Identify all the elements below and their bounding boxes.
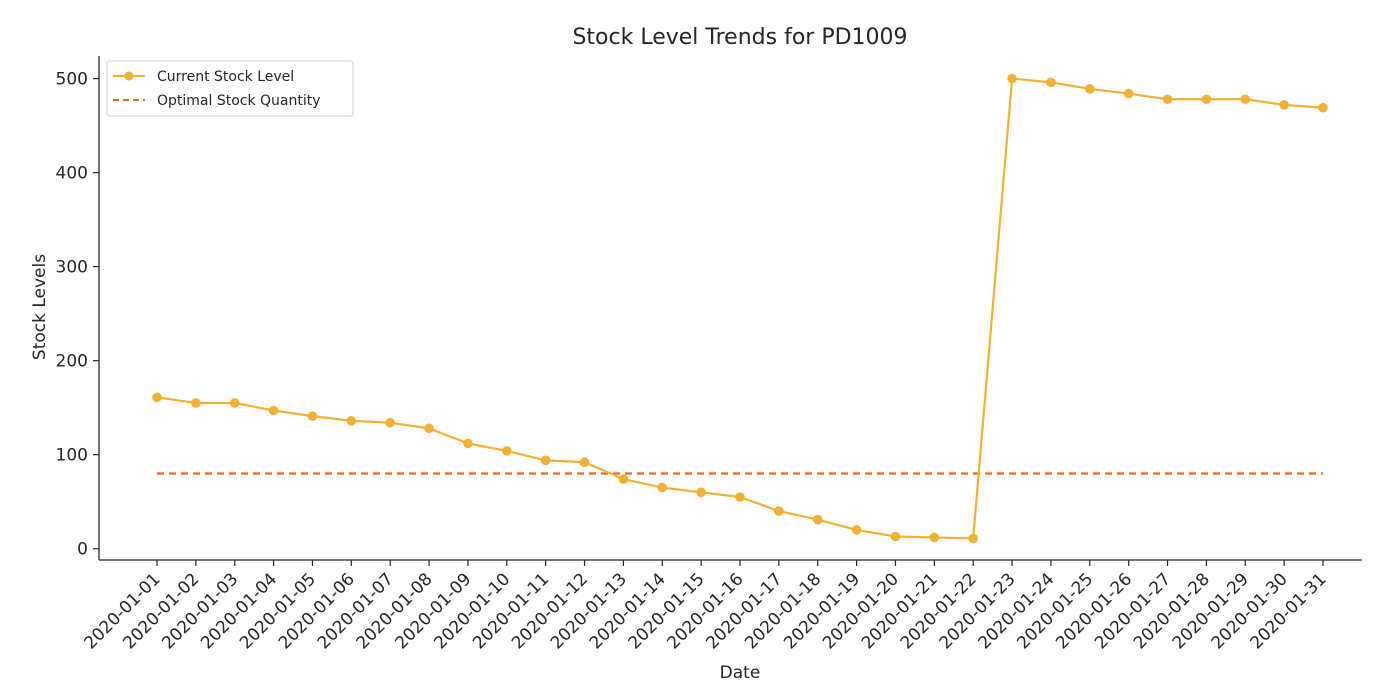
data-point bbox=[1085, 84, 1095, 94]
chart-title: Stock Level Trends for PD1009 bbox=[572, 25, 907, 50]
y-tick-label: 100 bbox=[56, 446, 88, 466]
data-point bbox=[502, 446, 512, 456]
data-point bbox=[618, 474, 629, 484]
data-point bbox=[812, 514, 823, 525]
legend-label-optimal-stock: Optimal Stock Quantity bbox=[157, 93, 321, 109]
data-point bbox=[1201, 94, 1212, 105]
legend: Current Stock Level Optimal Stock Quanti… bbox=[106, 60, 354, 117]
data-point bbox=[579, 457, 590, 468]
data-point bbox=[890, 531, 901, 542]
data-point bbox=[424, 423, 434, 434]
data-point bbox=[463, 438, 473, 449]
x-axis-label: Date bbox=[720, 663, 761, 683]
data-point bbox=[540, 455, 551, 466]
y-tick-label: 400 bbox=[56, 164, 88, 184]
data-point bbox=[1123, 88, 1134, 99]
y-tick-label: 500 bbox=[56, 70, 88, 90]
data-point bbox=[191, 398, 201, 408]
data-point bbox=[851, 525, 862, 535]
data-point bbox=[152, 392, 162, 403]
legend-marker-current-stock bbox=[124, 71, 134, 81]
data-point bbox=[1162, 94, 1173, 105]
x-axis-ticks: 2020-01-012020-01-022020-01-032020-01-04… bbox=[81, 560, 1331, 653]
data-point bbox=[346, 416, 357, 426]
data-point bbox=[229, 398, 240, 408]
data-point bbox=[1240, 94, 1251, 105]
data-point bbox=[657, 482, 668, 493]
data-point bbox=[929, 532, 940, 543]
data-point bbox=[968, 533, 978, 544]
data-point bbox=[1279, 100, 1289, 110]
data-point bbox=[735, 492, 745, 502]
y-tick-label: 200 bbox=[56, 352, 88, 372]
y-axis-ticks: 0 100 200 300 400 500 bbox=[56, 70, 99, 560]
data-point bbox=[1007, 73, 1017, 84]
legend-box bbox=[106, 60, 354, 117]
y-tick-label: 0 bbox=[77, 540, 88, 560]
data-point bbox=[1318, 102, 1328, 113]
y-tick-label: 300 bbox=[56, 258, 88, 278]
data-point bbox=[385, 417, 396, 428]
data-point bbox=[696, 487, 706, 498]
data-point bbox=[307, 411, 318, 421]
series-line-current-stock bbox=[156, 77, 1324, 540]
series-layer bbox=[152, 73, 1328, 544]
data-point bbox=[268, 405, 279, 416]
legend-label-current-stock: Current Stock Level bbox=[157, 69, 294, 85]
y-axis-label: Stock Levels bbox=[30, 254, 50, 360]
data-point bbox=[1046, 77, 1056, 88]
data-point bbox=[774, 506, 784, 516]
